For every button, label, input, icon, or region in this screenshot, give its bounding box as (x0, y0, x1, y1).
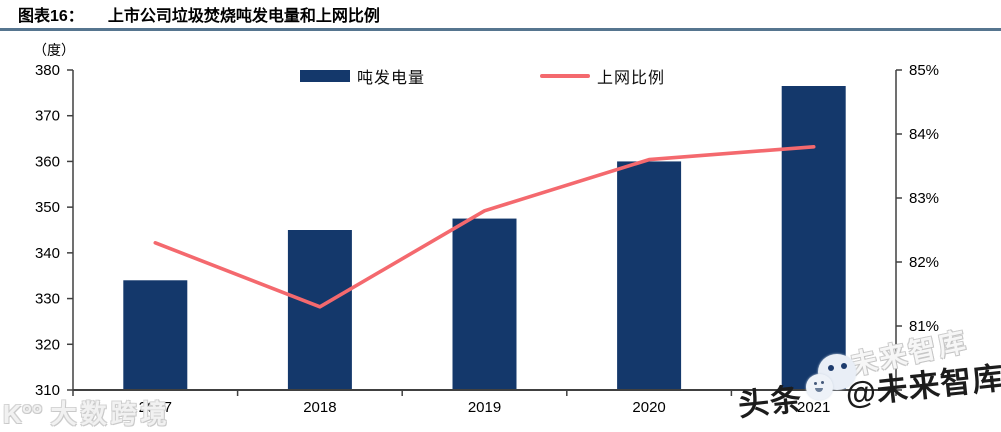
logo-nostril (821, 381, 824, 384)
left-tick-label: 350 (35, 199, 60, 216)
legend-item-line: 上网比例 (540, 64, 665, 88)
line-legend-label: 上网比例 (597, 70, 666, 87)
logo-nostril (814, 382, 817, 385)
bar-2019 (452, 218, 517, 390)
logo-eye (828, 365, 834, 371)
chat-face-logo-icon (806, 354, 858, 404)
x-category-label: 2020 (632, 399, 665, 416)
bar-2020 (617, 161, 682, 390)
watermark-bottom-left: K°° 大数跨境 (3, 394, 171, 431)
line-legend-swatch (540, 74, 590, 78)
x-category-label: 2018 (303, 399, 336, 416)
watermark-dark-prefix: 头条 (736, 381, 804, 423)
left-tick-label: 310 (35, 382, 60, 399)
left-tick-label: 340 (35, 245, 60, 262)
figure-number-label: 图表16： (18, 8, 84, 25)
right-tick-label: 81% (909, 318, 939, 335)
x-category-label: 2017 (139, 399, 172, 416)
bar-2017 (123, 280, 188, 390)
left-tick-label: 360 (35, 153, 60, 170)
logo-eye (841, 363, 847, 369)
x-category-label: 2021 (797, 399, 830, 416)
left-tick-label: 370 (35, 108, 60, 125)
logo-snout-circle (806, 374, 833, 400)
bar-legend-label: 吨发电量 (357, 70, 426, 87)
dashukuajing-logo-icon: K°° (3, 399, 43, 429)
left-tick-label: 320 (35, 336, 60, 353)
bar-2021 (781, 86, 846, 390)
right-tick-label: 85% (909, 62, 939, 79)
legend-item-bar: 吨发电量 (300, 64, 425, 88)
x-category-label: 2019 (468, 399, 501, 416)
right-tick-label: 82% (909, 254, 939, 271)
left-tick-label: 380 (35, 62, 60, 79)
watermark-bottom-left-text: 大数跨境 (50, 399, 171, 429)
figure-title: 上市公司垃圾焚烧吨发电量和上网比例 (107, 8, 380, 25)
logo-mouth (815, 388, 823, 392)
right-tick-label: 84% (909, 126, 939, 143)
left-tick-label: 330 (35, 291, 60, 308)
right-tick-label: 83% (909, 190, 939, 207)
bar-2018 (287, 230, 352, 390)
bar-legend-swatch (300, 70, 350, 82)
figure-header: 图表16： 上市公司垃圾焚烧吨发电量和上网比例 (0, 0, 1001, 31)
left-axis-unit-label: （度） (33, 42, 75, 58)
watermark-gap (803, 405, 847, 410)
trend-line (153, 145, 816, 309)
